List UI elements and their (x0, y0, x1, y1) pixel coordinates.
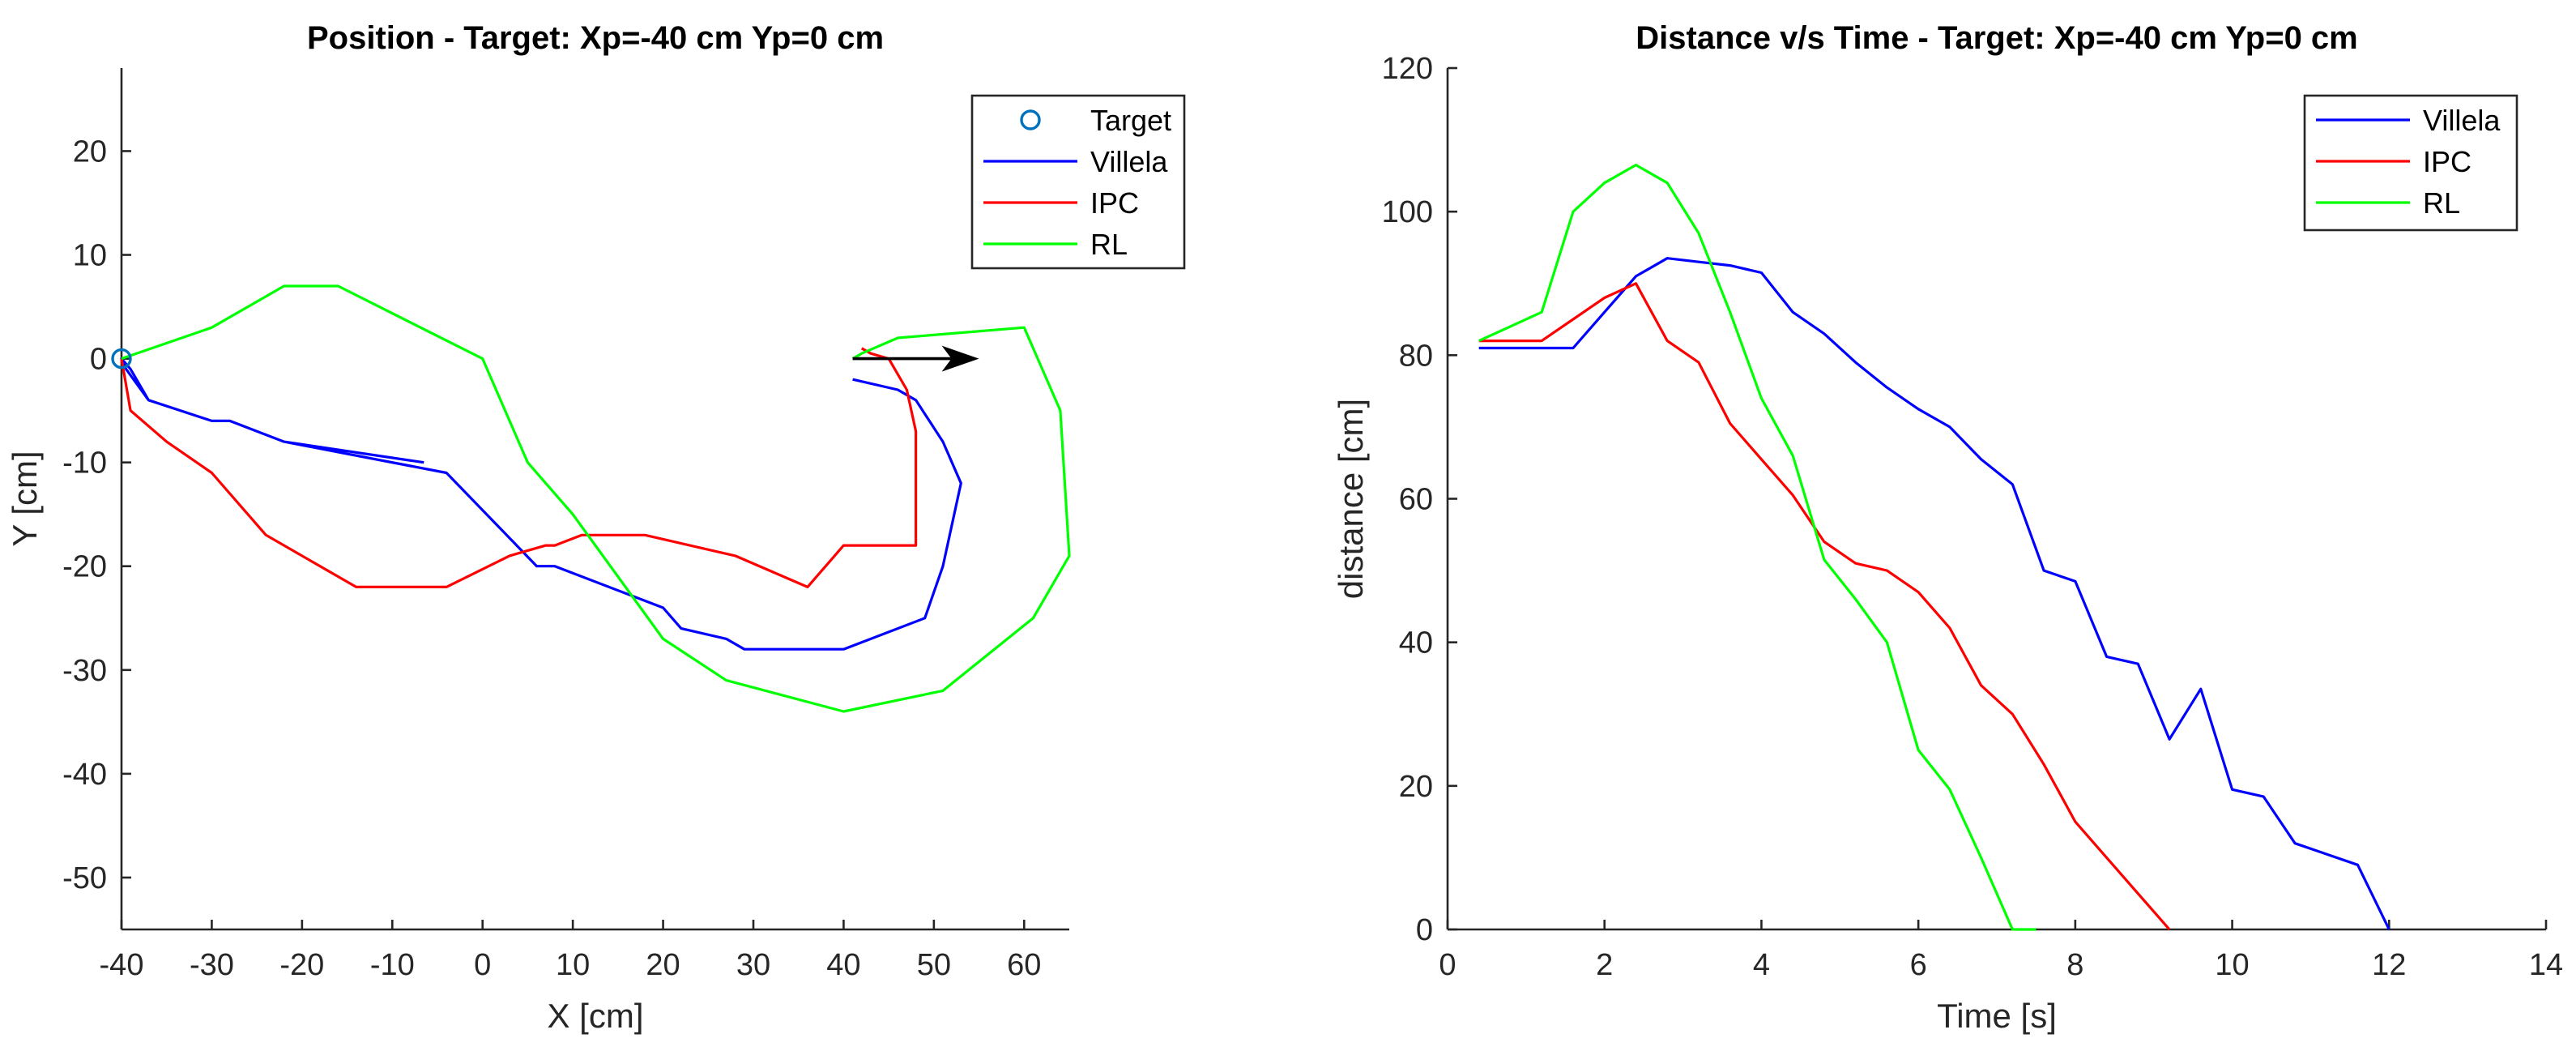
chart-1: Position - Target: Xp=-40 cm Yp=0 cm -40 -… (6, 20, 1186, 1035)
x-tick-label: -20 (279, 948, 324, 982)
x-tick-label: 0 (474, 948, 491, 982)
chart-title: Position - Target: Xp=-40 cm Yp=0 cm (307, 20, 884, 56)
y-axis-label: Y [cm] (6, 451, 44, 546)
y-tick-label: -10 (62, 446, 107, 481)
series-line-villela (120, 357, 962, 651)
y-tick-label: 10 (73, 239, 107, 273)
x-tick-label: 30 (736, 948, 770, 982)
y-tick-label: -30 (62, 654, 107, 688)
y-tick-label: 20 (73, 135, 107, 169)
x-tick-label: 40 (826, 948, 860, 982)
y-tick-label: -40 (62, 758, 107, 792)
x-tick-label: 2 (1596, 948, 1613, 982)
x-tick-label: 4 (1753, 948, 1770, 982)
series-line-villela (1478, 257, 2390, 930)
legend (2303, 94, 2518, 232)
y-tick-label: 0 (1416, 913, 1433, 947)
legend-label-rl: RL (2423, 186, 2460, 220)
y-tick-label: 80 (1399, 339, 1433, 373)
x-tick-label: 10 (2215, 948, 2249, 982)
x-tick-label: -10 (370, 948, 415, 982)
legend-label-ipc: IPC (2423, 145, 2472, 178)
y-axis-label: distance [cm] (1332, 399, 1370, 599)
x-tick-label: 60 (1007, 948, 1041, 982)
y-tick-label: 0 (90, 343, 107, 377)
target-marker (111, 348, 132, 370)
x-tick-label: 12 (2372, 948, 2406, 982)
y-tick-label: 40 (1399, 626, 1433, 660)
x-tick-label: 0 (1439, 948, 1456, 982)
legend (970, 94, 1186, 270)
series-line-ipc (1478, 282, 2171, 931)
x-tick-label: -40 (100, 948, 144, 982)
y-tick-label: 20 (1399, 770, 1433, 804)
x-tick-label: 50 (917, 948, 951, 982)
chart-2: Distance v/s Time - Target: Xp=-40 cm Yp… (1332, 20, 2563, 1035)
y-tick-label: -20 (62, 550, 107, 584)
y-tick-label: 60 (1399, 483, 1433, 517)
legend-label-villela: Villela (1090, 145, 1168, 178)
y-tick-label: 100 (1382, 195, 1433, 229)
legend-label-villela: Villela (2423, 104, 2501, 137)
x-tick-label: 10 (556, 948, 590, 982)
x-tick-label: -30 (190, 948, 234, 982)
legend-target-marker (1020, 109, 1041, 130)
x-axis-label: X [cm] (547, 997, 643, 1035)
x-tick-label: 6 (1910, 948, 1927, 982)
x-tick-label: 20 (646, 948, 680, 982)
heading-arrow-head (941, 345, 979, 372)
series-line-ipc (120, 347, 918, 589)
y-tick-label: -50 (62, 861, 107, 895)
series-line-rl (121, 284, 1071, 713)
series-line-rl (1478, 164, 2036, 931)
x-axis-label: Time [s] (1937, 997, 2057, 1035)
x-tick-label: 14 (2529, 948, 2563, 982)
legend-label-rl: RL (1090, 228, 1128, 261)
legend-label-target: Target (1090, 104, 1171, 137)
x-tick-label: 8 (2066, 948, 2083, 982)
y-tick-label: 120 (1382, 52, 1433, 86)
chart-title: Distance v/s Time - Target: Xp=-40 cm Yp… (1636, 20, 2358, 56)
legend-label-ipc: IPC (1090, 186, 1139, 220)
